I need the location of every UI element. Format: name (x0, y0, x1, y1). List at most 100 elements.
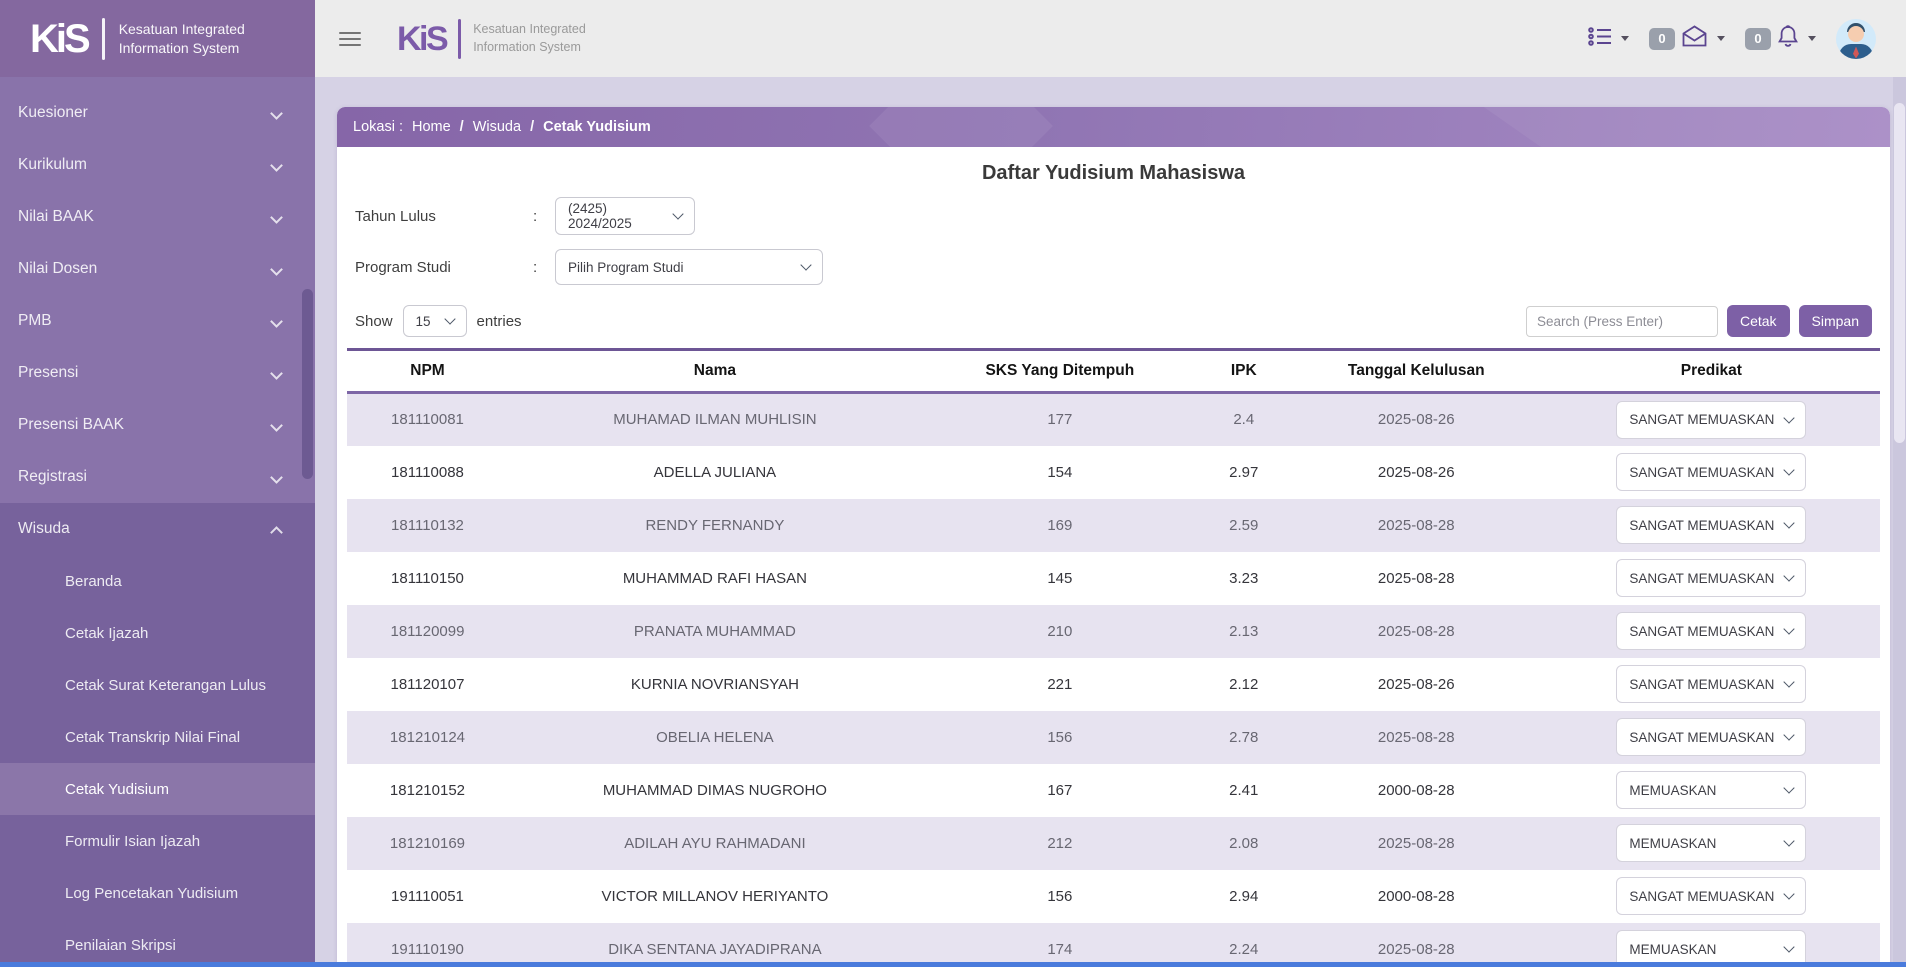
search-input[interactable] (1526, 306, 1718, 337)
tahun-lulus-label: Tahun Lulus (355, 208, 533, 225)
sidebar-subitem[interactable]: Cetak Transkrip Nilai Final (0, 711, 315, 763)
table-row[interactable]: 181110088 ADELLA JULIANA 154 2.97 2025-0… (347, 446, 1880, 499)
filter-program-studi: Program Studi : Pilih Program Studi (355, 249, 1880, 285)
sidebar-subitem[interactable]: Penilaian Skripsi (0, 919, 315, 967)
sidebar-item[interactable]: Kurikulum (0, 139, 315, 191)
sidebar-item-label: Kuesioner (18, 104, 88, 122)
sidebar-item-label: Presensi BAAK (18, 416, 124, 434)
brand-name-line1: Kesatuan Integrated (473, 21, 586, 39)
sidebar-item[interactable]: Nilai Dosen (0, 243, 315, 295)
page-length-select[interactable]: 15 (403, 305, 467, 337)
chevron-down-icon (444, 313, 455, 324)
cell-npm: 181210124 (347, 711, 508, 764)
simpan-button[interactable]: Simpan (1799, 305, 1872, 337)
predikat-select[interactable]: SANGAT MEMUASKAN (1616, 401, 1806, 439)
table-controls: Show 15 entries Cetak Simpan (355, 305, 1872, 337)
sidebar-item-label: Registrasi (18, 468, 87, 486)
menu-toggle-icon[interactable] (339, 32, 361, 46)
sidebar-item[interactable]: Registrasi (0, 451, 315, 503)
breadcrumb-separator: / (460, 119, 464, 135)
chevron-down-icon (672, 208, 683, 219)
chevron-down-icon (1784, 570, 1795, 581)
predikat-select[interactable]: MEMUASKAN (1616, 771, 1806, 809)
cell-sks: 167 (922, 764, 1198, 817)
predikat-select[interactable]: SANGAT MEMUASKAN (1616, 665, 1806, 703)
sidebar-subitem[interactable]: Log Pencetakan Yudisium (0, 867, 315, 919)
cell-sks: 177 (922, 393, 1198, 446)
chevron-down-icon (1784, 835, 1795, 846)
tasks-menu[interactable] (1588, 26, 1629, 52)
user-avatar[interactable] (1836, 19, 1876, 59)
sidebar-subitem[interactable]: Cetak Ijazah (0, 607, 315, 659)
predikat-select[interactable]: MEMUASKAN (1616, 824, 1806, 862)
predikat-select[interactable]: SANGAT MEMUASKAN (1616, 506, 1806, 544)
cell-predikat: SANGAT MEMUASKAN (1543, 393, 1880, 446)
table-row[interactable]: 181210124 OBELIA HELENA 156 2.78 2025-08… (347, 711, 1880, 764)
table-row[interactable]: 181110150 MUHAMMAD RAFI HASAN 145 3.23 2… (347, 552, 1880, 605)
chevron-down-icon (1784, 412, 1795, 423)
sidebar-subitem[interactable]: Cetak Surat Keterangan Lulus (0, 659, 315, 711)
vertical-scrollbar[interactable] (1893, 77, 1906, 967)
chevron-up-icon (270, 526, 283, 539)
breadcrumb-link-wisuda[interactable]: Wisuda (473, 119, 521, 135)
table-row[interactable]: 191110190 DIKA SENTANA JAYADIPRANA 174 2… (347, 923, 1880, 967)
table-row[interactable]: 181210169 ADILAH AYU RAHMADANI 212 2.08 … (347, 817, 1880, 870)
messages-menu[interactable]: 0 (1649, 24, 1725, 53)
cell-tanggal: 2025-08-28 (1290, 923, 1543, 967)
cell-ipk: 2.24 (1198, 923, 1290, 967)
table-row[interactable]: 181120107 KURNIA NOVRIANSYAH 221 2.12 20… (347, 658, 1880, 711)
cell-tanggal: 2025-08-28 (1290, 552, 1543, 605)
tahun-lulus-value: (2425) 2024/2025 (568, 201, 664, 231)
cell-predikat: SANGAT MEMUASKAN (1543, 870, 1880, 923)
table-row[interactable]: 191110051 VICTOR MILLANOV HERIYANTO 156 … (347, 870, 1880, 923)
sidebar-subitem[interactable]: Beranda (0, 555, 315, 607)
cell-ipk: 2.94 (1198, 870, 1290, 923)
sidebar-item[interactable]: Presensi BAAK (0, 399, 315, 451)
content-card: Lokasi : Home / Wisuda / Cetak Yudisium … (337, 107, 1890, 967)
sidebar-submenu-wisuda: Beranda Cetak Ijazah Cetak Surat Keteran… (0, 555, 315, 967)
predikat-value: SANGAT MEMUASKAN (1629, 571, 1774, 586)
sidebar-item[interactable]: Nilai BAAK (0, 191, 315, 243)
table-row[interactable]: 181210152 MUHAMMAD DIMAS NUGROHO 167 2.4… (347, 764, 1880, 817)
predikat-value: SANGAT MEMUASKAN (1629, 518, 1774, 533)
sidebar-subitem-label: Cetak Transkrip Nilai Final (65, 729, 240, 746)
cell-tanggal: 2000-08-28 (1290, 764, 1543, 817)
cell-ipk: 3.23 (1198, 552, 1290, 605)
cell-nama: MUHAMMAD DIMAS NUGROHO (508, 764, 922, 817)
sidebar-item[interactable]: Presensi (0, 347, 315, 399)
predikat-value: SANGAT MEMUASKAN (1629, 889, 1774, 904)
predikat-select[interactable]: SANGAT MEMUASKAN (1616, 559, 1806, 597)
tahun-lulus-select[interactable]: (2425) 2024/2025 (555, 197, 695, 235)
sidebar-item-wisuda[interactable]: Wisuda (0, 503, 315, 555)
cell-predikat: SANGAT MEMUASKAN (1543, 711, 1880, 764)
predikat-value: SANGAT MEMUASKAN (1629, 677, 1774, 692)
cell-nama: OBELIA HELENA (508, 711, 922, 764)
predikat-value: SANGAT MEMUASKAN (1629, 624, 1774, 639)
program-studi-select[interactable]: Pilih Program Studi (555, 249, 823, 285)
predikat-select[interactable]: SANGAT MEMUASKAN (1616, 718, 1806, 756)
sidebar-scrollbar-thumb[interactable] (302, 289, 313, 479)
cell-sks: 174 (922, 923, 1198, 967)
sidebar-item[interactable]: PMB (0, 295, 315, 347)
table-row[interactable]: 181110081 MUHAMAD ILMAN MUHLISIN 177 2.4… (347, 393, 1880, 446)
top-bar-main: KiS Kesatuan Integrated Information Syst… (315, 0, 1906, 77)
chevron-down-icon (1784, 782, 1795, 793)
predikat-select[interactable]: SANGAT MEMUASKAN (1616, 453, 1806, 491)
sidebar-subitem[interactable]: Cetak Yudisium (0, 763, 315, 815)
cell-predikat: SANGAT MEMUASKAN (1543, 446, 1880, 499)
predikat-select[interactable]: SANGAT MEMUASKAN (1616, 877, 1806, 915)
table-row[interactable]: 181120099 PRANATA MUHAMMAD 210 2.13 2025… (347, 605, 1880, 658)
sidebar-item[interactable]: Kuesioner (0, 87, 315, 139)
table-row[interactable]: 181110132 RENDY FERNANDY 169 2.59 2025-0… (347, 499, 1880, 552)
breadcrumb-link-home[interactable]: Home (412, 119, 451, 135)
sidebar-subitem[interactable]: Formulir Isian Ijazah (0, 815, 315, 867)
sidebar-subitem-label: Formulir Isian Ijazah (65, 833, 200, 850)
main-frame: Kuesioner Kurikulum Nilai BAAK Nilai Dos… (0, 77, 1906, 967)
cetak-button[interactable]: Cetak (1727, 305, 1790, 337)
predikat-select[interactable]: SANGAT MEMUASKAN (1616, 612, 1806, 650)
cell-predikat: SANGAT MEMUASKAN (1543, 658, 1880, 711)
vertical-scrollbar-thumb[interactable] (1894, 103, 1905, 443)
notifications-menu[interactable]: 0 (1745, 24, 1816, 53)
breadcrumb-prefix: Lokasi : (353, 119, 403, 135)
cell-sks: 210 (922, 605, 1198, 658)
